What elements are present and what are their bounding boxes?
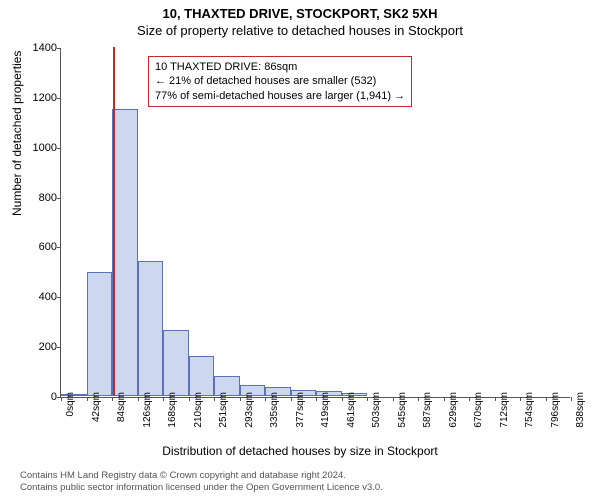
x-tick-label: 796sqm	[550, 392, 561, 428]
footer-line: Contains HM Land Registry data © Crown c…	[20, 470, 383, 482]
x-tick-label: 0sqm	[65, 392, 76, 416]
x-tick-mark	[87, 397, 88, 401]
x-tick-label: 712sqm	[499, 392, 510, 428]
subject-marker-line	[113, 47, 115, 396]
y-tick-label: 200	[23, 341, 57, 353]
chart-title: 10, THAXTED DRIVE, STOCKPORT, SK2 5XH	[0, 0, 600, 21]
x-tick-label: 629sqm	[448, 392, 459, 428]
y-tick-mark	[57, 148, 61, 149]
y-tick-label: 1400	[23, 42, 57, 54]
x-tick-mark	[112, 397, 113, 401]
x-tick-label: 461sqm	[346, 392, 357, 428]
x-tick-mark	[265, 397, 266, 401]
x-tick-label: 587sqm	[422, 392, 433, 428]
histogram-bar	[189, 356, 215, 396]
x-tick-label: 335sqm	[269, 392, 280, 428]
x-tick-mark	[163, 397, 164, 401]
histogram-bar	[163, 330, 189, 396]
plot-area: 02004006008001000120014000sqm42sqm84sqm1…	[60, 48, 570, 398]
x-tick-label: 42sqm	[91, 392, 102, 422]
y-tick-label: 400	[23, 291, 57, 303]
x-tick-label: 210sqm	[193, 392, 204, 428]
y-tick-mark	[57, 48, 61, 49]
x-tick-mark	[240, 397, 241, 401]
x-tick-mark	[495, 397, 496, 401]
y-tick-label: 800	[23, 192, 57, 204]
x-tick-mark	[367, 397, 368, 401]
x-tick-mark	[61, 397, 62, 401]
chart-container: 10, THAXTED DRIVE, STOCKPORT, SK2 5XH Si…	[0, 0, 600, 500]
info-box: 10 THAXTED DRIVE: 86sqm← 21% of detached…	[148, 56, 412, 107]
x-tick-label: 419sqm	[320, 392, 331, 428]
x-tick-mark	[520, 397, 521, 401]
y-axis-label: Number of detached properties	[10, 51, 24, 216]
x-tick-label: 838sqm	[575, 392, 586, 428]
chart-subtitle: Size of property relative to detached ho…	[0, 21, 600, 38]
histogram-bar	[138, 261, 164, 396]
y-tick-mark	[57, 247, 61, 248]
x-tick-label: 251sqm	[218, 392, 229, 428]
y-tick-label: 1200	[23, 92, 57, 104]
x-tick-label: 168sqm	[167, 392, 178, 428]
x-tick-mark	[214, 397, 215, 401]
y-tick-label: 1000	[23, 142, 57, 154]
y-tick-mark	[57, 347, 61, 348]
y-tick-mark	[57, 198, 61, 199]
x-tick-label: 503sqm	[371, 392, 382, 428]
x-tick-mark	[418, 397, 419, 401]
x-tick-mark	[342, 397, 343, 401]
x-axis-label: Distribution of detached houses by size …	[0, 444, 600, 458]
info-box-line: 10 THAXTED DRIVE: 86sqm	[155, 60, 405, 74]
y-tick-mark	[57, 297, 61, 298]
x-tick-mark	[546, 397, 547, 401]
x-tick-label: 84sqm	[116, 392, 127, 422]
x-tick-mark	[393, 397, 394, 401]
histogram-bar	[87, 272, 113, 396]
x-tick-label: 670sqm	[473, 392, 484, 428]
y-tick-mark	[57, 98, 61, 99]
info-box-line: 77% of semi-detached houses are larger (…	[155, 89, 405, 103]
x-tick-mark	[444, 397, 445, 401]
x-tick-label: 293sqm	[244, 392, 255, 428]
info-box-line: ← 21% of detached houses are smaller (53…	[155, 74, 405, 88]
x-tick-label: 377sqm	[295, 392, 306, 428]
x-tick-mark	[291, 397, 292, 401]
footer-attribution: Contains HM Land Registry data © Crown c…	[20, 470, 383, 494]
x-tick-mark	[189, 397, 190, 401]
x-tick-label: 126sqm	[142, 392, 153, 428]
x-tick-mark	[469, 397, 470, 401]
histogram-bar	[112, 109, 138, 396]
x-tick-label: 754sqm	[524, 392, 535, 428]
x-tick-mark	[138, 397, 139, 401]
y-tick-label: 0	[23, 391, 57, 403]
x-tick-label: 545sqm	[397, 392, 408, 428]
x-tick-mark	[316, 397, 317, 401]
x-tick-mark	[571, 397, 572, 401]
y-tick-label: 600	[23, 241, 57, 253]
footer-line: Contains public sector information licen…	[20, 482, 383, 494]
